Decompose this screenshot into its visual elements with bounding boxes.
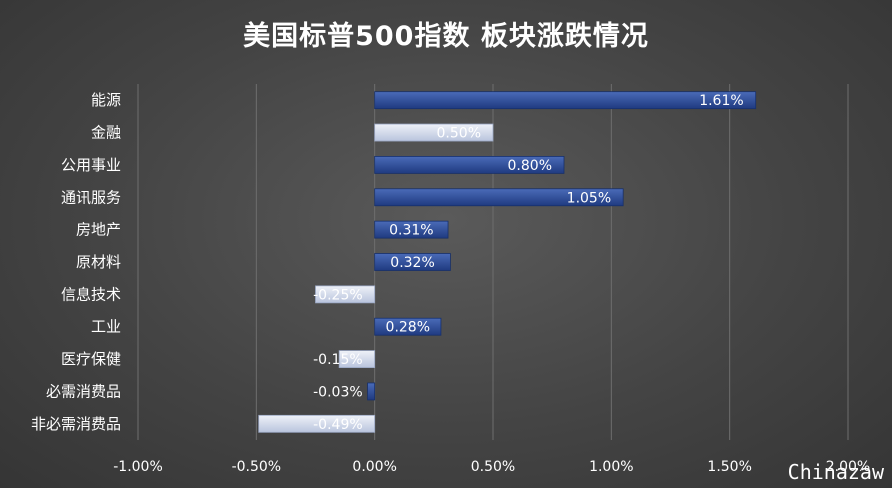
bars	[258, 91, 757, 433]
category-label: 房地产	[76, 221, 121, 239]
x-tick-label: 0.50%	[471, 459, 515, 475]
watermark: Chinazaw	[787, 460, 884, 484]
bar	[374, 123, 494, 142]
category-label: 能源	[91, 91, 121, 109]
x-tick-labels: -1.00% -0.50% 0.00% 0.50% 1.00% 1.50% 2.00%	[113, 459, 870, 475]
bar	[374, 156, 565, 174]
data-label: -0.03%	[313, 384, 363, 400]
category-label: 通讯服务	[61, 188, 121, 206]
x-tick-label: -1.00%	[113, 459, 163, 475]
data-label: 0.50%	[437, 126, 481, 142]
data-label: 1.61%	[699, 93, 743, 109]
bar	[338, 350, 376, 368]
data-label: -0.49%	[313, 417, 363, 433]
data-label: -0.25%	[313, 287, 363, 303]
data-label: 0.31%	[389, 223, 433, 239]
bar	[374, 253, 451, 271]
data-label: 1.05%	[567, 190, 611, 206]
bar	[258, 414, 376, 433]
x-tick-label: 2.00%	[826, 459, 870, 475]
x-tick-label: 1.50%	[707, 459, 751, 475]
data-label: 0.80%	[508, 158, 552, 174]
data-label: 0.32%	[390, 255, 434, 271]
bar	[374, 188, 624, 207]
bar	[374, 317, 442, 336]
chart-title: 美国标普500指数 板块涨跌情况	[243, 21, 649, 52]
category-label: 工业	[91, 318, 121, 336]
category-label: 原材料	[76, 253, 121, 271]
data-labels: 1.61% 0.50% 0.80% 1.05% 0.31% 0.32% -0.25% 0.28…	[313, 93, 744, 433]
category-label: 公用事业	[61, 156, 121, 174]
category-label: 必需消费品	[46, 382, 121, 400]
data-label: -0.15%	[313, 352, 363, 368]
data-label: 0.28%	[386, 320, 430, 336]
category-label: 金融	[91, 124, 121, 142]
x-tick-label: 0.00%	[352, 459, 396, 475]
bar	[374, 220, 449, 239]
category-label: 非必需消费品	[31, 415, 121, 433]
bar	[367, 382, 376, 401]
category-label: 医疗保健	[61, 350, 121, 368]
x-tick-label: 1.00%	[589, 459, 633, 475]
bar	[315, 285, 376, 304]
category-label: 信息技术	[61, 285, 121, 303]
x-tick-label: -0.50%	[232, 459, 282, 475]
bar	[374, 91, 757, 110]
